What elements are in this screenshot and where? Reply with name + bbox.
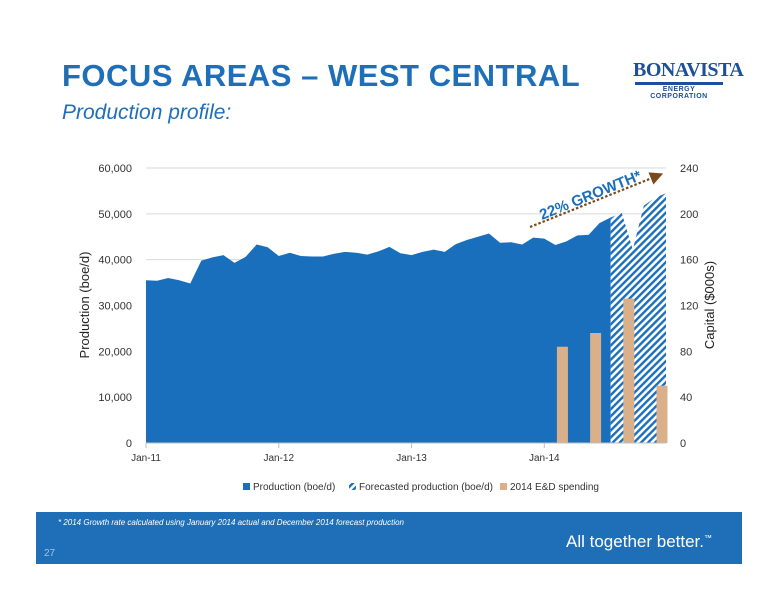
y2-tick-label: 80 [680, 346, 692, 358]
y-tick-label: 60,000 [98, 163, 132, 175]
production-area [146, 217, 611, 443]
y2-tick-label: 240 [680, 163, 698, 175]
legend-production-swatch [243, 483, 250, 490]
y-tick-label: 30,000 [98, 301, 132, 313]
legend-spending-swatch [500, 483, 507, 490]
tagline: All together better.™ [566, 532, 712, 552]
x-tick-label: Jan-12 [263, 453, 294, 464]
y-tick-label: 10,000 [98, 392, 132, 404]
legend-label: Forecasted production (boe/d) [359, 482, 493, 493]
logo-subtitle: ENERGY CORPORATION [650, 86, 708, 100]
spending-bar [623, 298, 635, 443]
footnote: * 2014 Growth rate calculated using Janu… [58, 518, 404, 527]
y2-tick-label: 0 [680, 438, 686, 450]
y2-tick-label: 200 [680, 209, 698, 221]
company-logo: BONAVISTA ENERGY CORPORATION [633, 59, 744, 100]
chart-legend: Production (boe/d) Forecasted production … [243, 482, 599, 493]
spending-bar [556, 346, 568, 443]
y2-axis-title: Capital ($000s) [702, 261, 717, 349]
legend-forecast-swatch [349, 483, 356, 490]
y-tick-label: 40,000 [98, 255, 132, 267]
legend-label: 2014 E&D spending [510, 482, 599, 493]
y-tick-label: 20,000 [98, 346, 132, 358]
y-tick-label: 50,000 [98, 209, 132, 221]
y2-tick-label: 40 [680, 392, 692, 404]
y-axis-title: Production (boe/d) [77, 252, 92, 359]
y2-tick-label: 120 [680, 301, 698, 313]
tagline-text: All together better. [566, 532, 704, 551]
x-tick-label: Jan-14 [529, 453, 560, 464]
axes: 0 10,000 20,000 30,000 40,000 50,000 60,000 0 40… [77, 163, 717, 464]
y2-tick-label: 160 [680, 255, 698, 267]
spending-bar [590, 333, 602, 443]
chart-marks [146, 193, 668, 443]
y-tick-label: 0 [126, 438, 132, 450]
trademark-mark: ™ [704, 533, 712, 543]
logo-underline [635, 82, 723, 85]
growth-arrow [529, 172, 664, 229]
growth-annotation: 22% GROWTH* [529, 167, 664, 229]
x-tick-label: Jan-13 [396, 453, 427, 464]
production-chart: 0 10,000 20,000 30,000 40,000 50,000 60,000 0 40… [77, 163, 717, 493]
page-number: 27 [44, 548, 56, 559]
slide-title: FOCUS AREAS – WEST CENTRAL [62, 58, 581, 93]
spending-bar [656, 385, 668, 443]
growth-label: 22% GROWTH* [537, 167, 644, 223]
x-tick-label: Jan-11 [131, 453, 161, 464]
footer-bar: * 2014 Growth rate calculated using Janu… [36, 512, 742, 564]
logo-name: BONAVISTA [633, 59, 744, 81]
slide-subtitle: Production profile: [62, 101, 232, 124]
legend-label: Production (boe/d) [253, 482, 335, 493]
